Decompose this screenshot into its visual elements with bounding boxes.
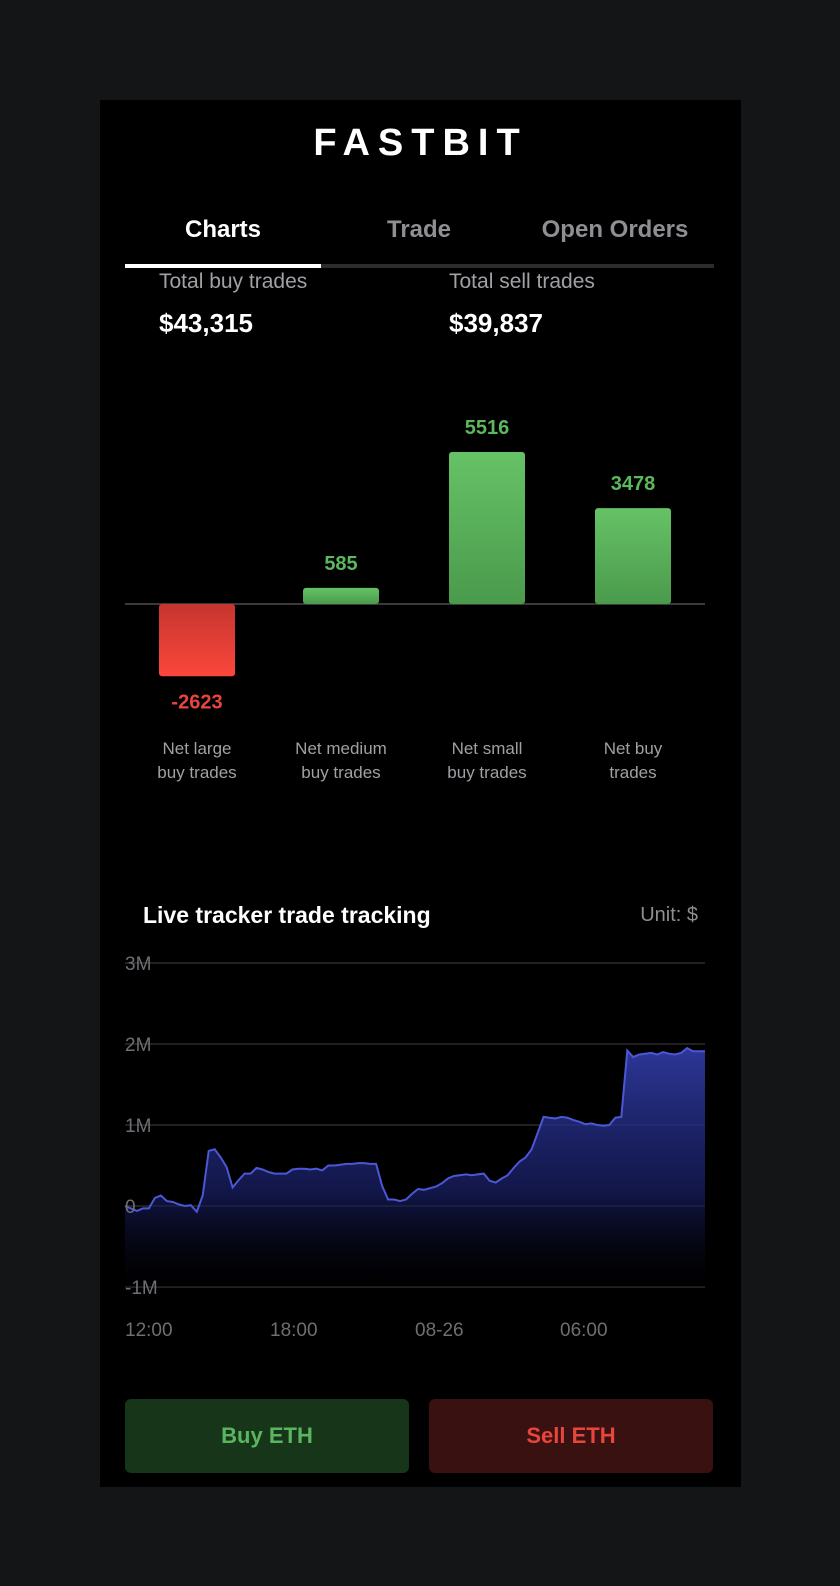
total-sell-label: Total sell trades <box>449 270 595 293</box>
bar-category-label: buy trades <box>157 763 236 782</box>
bar-value-label: 5516 <box>465 417 510 439</box>
x-tick-label: 12:00 <box>125 1320 173 1341</box>
tab-bar: Charts Trade Open Orders <box>125 210 714 268</box>
total-sell-value: $39,837 <box>449 308 543 338</box>
area-fill <box>125 1048 705 1287</box>
live-tracker-area-chart: 12:00 18:00 08-26 06:00 3M 2M 1M 0 -1M <box>124 954 705 1341</box>
y-tick-label: 1M <box>125 1116 151 1137</box>
sell-eth-button[interactable]: Sell ETH <box>429 1399 713 1473</box>
x-tick-label: 08-26 <box>415 1320 464 1341</box>
tracker-title: Live tracker trade tracking <box>143 902 431 928</box>
y-tick-label: 3M <box>125 954 151 975</box>
tab-trade[interactable]: Trade <box>386 216 452 243</box>
bar-category-label: Net small <box>452 739 523 758</box>
bar-value-label: 585 <box>324 553 357 575</box>
bar-category-label: Net large <box>163 739 232 758</box>
tab-charts[interactable]: Charts <box>184 216 262 243</box>
x-tick-label: 18:00 <box>270 1320 318 1341</box>
bar-3 <box>449 452 525 604</box>
net-trades-bar-chart: -2623 Net large buy trades 585 Net medium buy… <box>125 417 705 782</box>
active-tab-indicator <box>125 264 321 268</box>
bar-category-label: Net buy <box>604 739 663 758</box>
total-sell-block: Total sell trades $39,837 <box>449 270 595 339</box>
total-buy-value: $43,315 <box>159 308 253 338</box>
total-buy-label: Total buy trades <box>159 270 308 293</box>
bar-2 <box>303 587 379 604</box>
bar-category-label: buy trades <box>301 763 380 782</box>
x-tick-label: 06:00 <box>560 1320 608 1341</box>
y-tick-label: -1M <box>125 1278 158 1299</box>
buy-eth-button[interactable]: Buy ETH <box>125 1399 409 1473</box>
unit-label: Unit: $ <box>640 904 698 926</box>
bar-4 <box>595 508 671 604</box>
y-tick-label: 0 <box>125 1197 136 1218</box>
bar-category-label: trades <box>609 763 656 782</box>
total-buy-block: Total buy trades $43,315 <box>159 270 307 339</box>
bar-value-label: 3478 <box>611 473 656 495</box>
bar-category-label: Net medium <box>295 739 387 758</box>
bar-value-label: -2623 <box>171 691 222 713</box>
bar-1 <box>159 604 235 677</box>
plot-group: 3M 2M 1M 0 -1M <box>124 954 705 1299</box>
bar-category-label: buy trades <box>447 763 526 782</box>
series-line <box>124 1046 705 1214</box>
app-screen: FASTBIT Charts Trade Open Orders Total b… <box>100 100 741 1487</box>
tab-open-orders[interactable]: Open Orders <box>541 216 689 243</box>
y-tick-label: 2M <box>125 1035 151 1056</box>
app-logo: FASTBIT <box>313 122 528 164</box>
